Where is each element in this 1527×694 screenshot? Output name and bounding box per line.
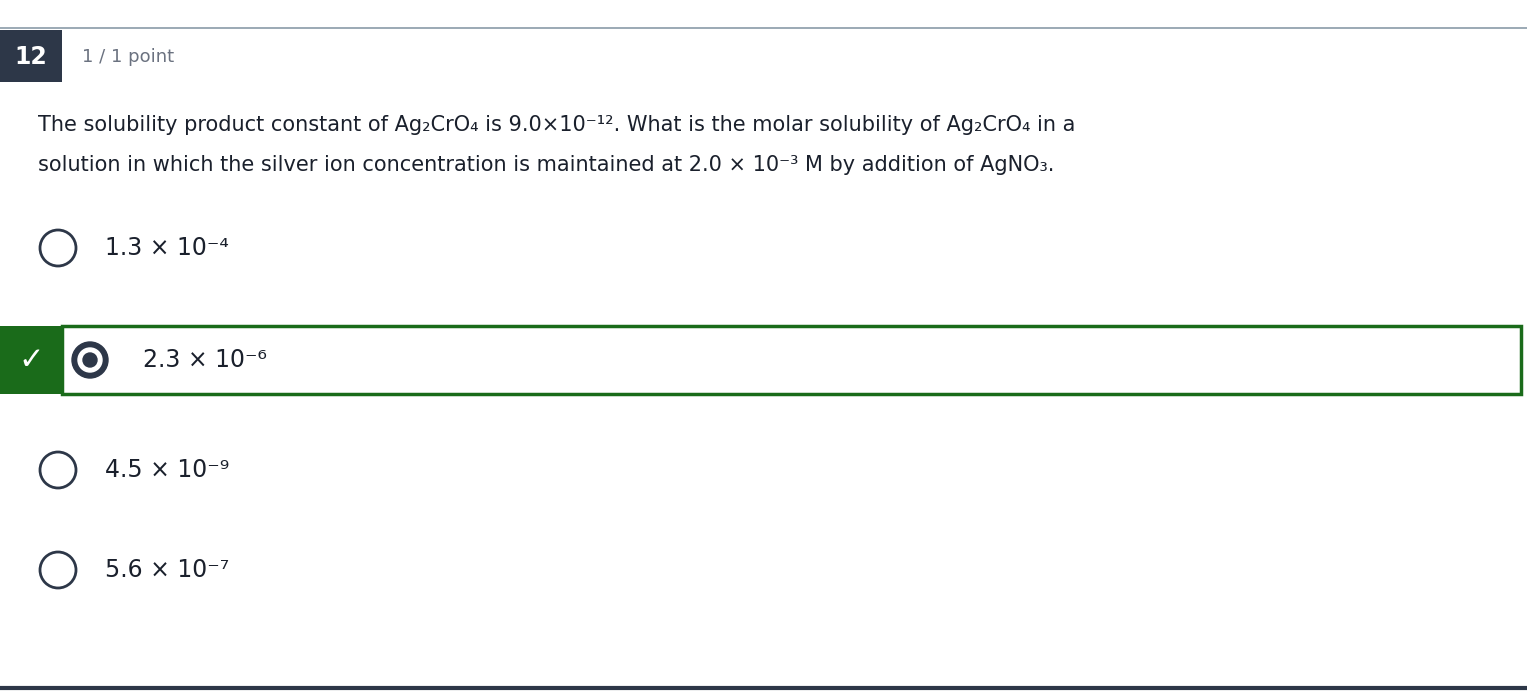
Text: 5.6 × 10⁻⁷: 5.6 × 10⁻⁷ [105,558,229,582]
Text: solution in which the silver ion concentration is maintained at 2.0 × 10⁻³ M by : solution in which the silver ion concent… [38,155,1054,175]
FancyBboxPatch shape [63,326,1521,394]
FancyBboxPatch shape [0,326,63,394]
Text: 2.3 × 10⁻⁶: 2.3 × 10⁻⁶ [144,348,267,372]
Text: ✓: ✓ [18,346,44,375]
Text: 1 / 1 point: 1 / 1 point [82,48,174,66]
FancyBboxPatch shape [0,30,63,82]
Circle shape [78,348,102,372]
Text: 4.5 × 10⁻⁹: 4.5 × 10⁻⁹ [105,458,229,482]
Text: 12: 12 [15,45,47,69]
Circle shape [82,353,98,367]
Text: The solubility product constant of Ag₂CrO₄ is 9.0×10⁻¹². What is the molar solub: The solubility product constant of Ag₂Cr… [38,115,1075,135]
Circle shape [72,342,108,378]
Text: 1.3 × 10⁻⁴: 1.3 × 10⁻⁴ [105,236,229,260]
